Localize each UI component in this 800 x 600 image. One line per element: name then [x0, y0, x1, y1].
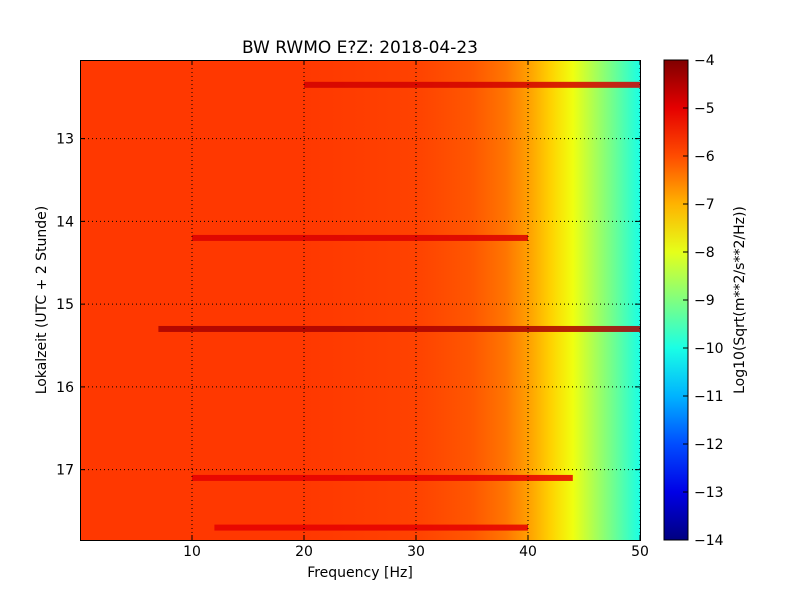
spectrogram-base	[80, 60, 640, 540]
colorbar-label: Log10(Sqrt(m**2/s**2/Hz))	[732, 206, 748, 394]
colorbar-tick-label: −7	[694, 197, 715, 213]
spectrogram-band-1	[192, 234, 528, 241]
spectrogram-image	[80, 60, 640, 540]
y-tick-label: 13	[56, 132, 74, 148]
colorbar-tick-label: −4	[694, 53, 715, 69]
colorbar-tick-label: −10	[694, 341, 724, 357]
colorbar-tick-label: −9	[694, 293, 715, 309]
chart-title: BW RWMO E?Z: 2018-04-23	[242, 38, 478, 58]
x-tick-label: 30	[407, 544, 425, 560]
x-tick-label: 40	[519, 544, 537, 560]
y-axis: 13 14 15 16 17	[56, 132, 640, 479]
spectrogram-band-2	[158, 325, 640, 332]
x-tick-label: 20	[295, 544, 313, 560]
y-tick-label: 16	[56, 380, 74, 396]
y-tick-label: 17	[56, 463, 74, 479]
colorbar-ticks: −4 −5 −6 −7 −8 −9 −10 −11 −12 −13 −14	[683, 53, 724, 549]
y-tick-label: 14	[56, 214, 74, 230]
spectrogram-band-0	[304, 81, 640, 88]
colorbar-tick-label: −13	[694, 485, 724, 501]
spectrogram-band-3	[192, 474, 573, 481]
x-tick-label: 10	[183, 544, 201, 560]
x-axis: 10 20 30 40 50	[183, 60, 649, 560]
x-tick-label: 50	[631, 544, 649, 560]
plot-frame	[80, 60, 641, 541]
y-tick-label: 15	[56, 297, 74, 313]
colorbar-tick-label: −5	[694, 101, 715, 117]
x-axis-label: Frequency [Hz]	[307, 565, 413, 581]
colorbar-tick-label: −6	[694, 149, 715, 165]
colorbar-tick-label: −11	[694, 389, 724, 405]
y-axis-label: Lokalzeit (UTC + 2 Stunde)	[34, 206, 50, 395]
spectrogram-band-4	[214, 524, 528, 531]
colorbar-tick-label: −14	[694, 533, 724, 549]
colorbar-tick-label: −12	[694, 437, 724, 453]
colorbar-tick-label: −8	[694, 245, 715, 261]
